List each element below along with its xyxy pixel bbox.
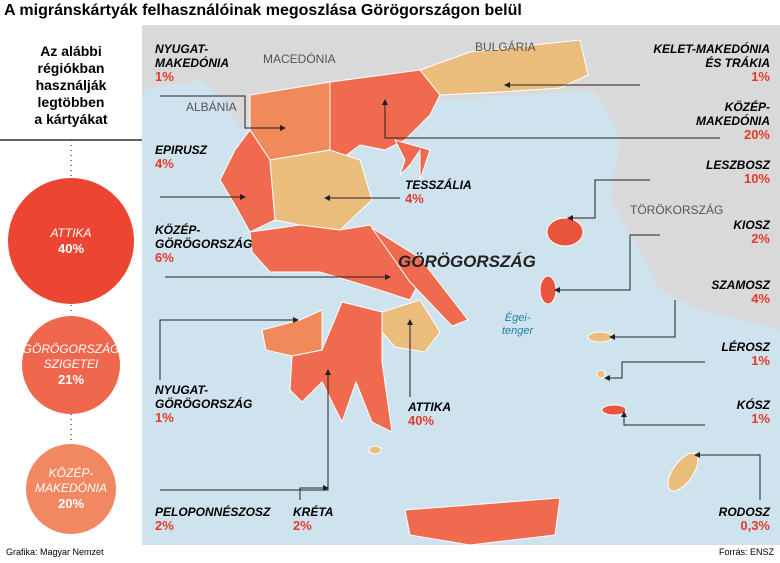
land <box>595 25 780 330</box>
region-value: 0,3% <box>740 518 770 533</box>
credit: Grafika: Magyar Nemzet <box>6 547 104 557</box>
region-value: 1% <box>751 69 770 84</box>
region-name: NYUGAT- GÖRÖGORSZÁG <box>155 383 253 411</box>
sea-label: Égei- tenger <box>502 312 534 337</box>
region-name: KÖZÉP- GÖRÖGORSZÁG <box>155 223 253 251</box>
region-name: KIOSZ <box>733 218 770 232</box>
region-label: RODOSZ 0,3% <box>719 505 770 533</box>
region-label: NYUGAT- GÖRÖGORSZÁG 1% <box>155 383 252 425</box>
region-label: KRÉTA 2% <box>293 505 333 533</box>
region-label: KIOSZ 2% <box>733 218 770 246</box>
circle-name: ATTIKA <box>50 225 92 240</box>
region-name: PELOPONNÉSZOSZ <box>155 505 271 519</box>
region-name: NYUGAT- MAKEDÓNIA <box>155 42 229 70</box>
region-label: LÉROSZ 1% <box>721 340 770 368</box>
region-name: KÖZÉP- MAKEDÓNIA <box>696 100 770 128</box>
circle-name: KÖZÉP- MAKEDÓNIA <box>34 466 107 495</box>
region-name: KRÉTA <box>293 505 334 519</box>
region-name: RODOSZ <box>718 505 770 519</box>
circle-name: GÖRÖGORSZÁG SZIGETEI <box>22 342 120 371</box>
region-label: SZAMOSZ 4% <box>711 278 770 306</box>
region-label: KÖZÉP- GÖRÖGORSZÁG 6% <box>155 223 252 265</box>
circle-value: 20% <box>57 496 85 511</box>
region-name: KELET-MAKEDÓNIA ÉS TRÁKIA <box>653 42 770 70</box>
country-label: ALBÁNIA <box>186 100 237 114</box>
country-label: TÖRÖKORSZÁG <box>630 203 724 217</box>
region-name: SZAMOSZ <box>711 278 770 292</box>
regions <box>219 39 699 546</box>
region-value: 2% <box>155 518 174 533</box>
sidebar-heading: Az alábbi régiókban használják legtöbben… <box>34 43 108 127</box>
top-circle: ATTIKA 40% <box>8 178 134 304</box>
region-label: NYUGAT- MAKEDÓNIA 1% <box>155 42 229 84</box>
country-label: GÖRÖGORSZÁG <box>398 252 536 271</box>
region-value: 1% <box>155 69 174 84</box>
circle-value: 40% <box>57 240 85 256</box>
region-name: EPIRUSZ <box>155 143 208 157</box>
title: A migránskártyák felhasználóinak megoszl… <box>4 2 522 19</box>
circle-value: 21% <box>57 372 85 387</box>
region-label: EPIRUSZ 4% <box>155 143 207 171</box>
region-value: 10% <box>743 171 770 186</box>
top-circle: GÖRÖGORSZÁG SZIGETEI 21% <box>22 316 120 414</box>
region-name: LESZBOSZ <box>705 158 770 172</box>
region-value: 1% <box>751 411 770 426</box>
region-value: 20% <box>743 127 770 142</box>
region-label: KÓSZ 1% <box>737 398 770 426</box>
region-label: LESZBOSZ 10% <box>706 158 770 186</box>
region-label: TESSZÁLIA 4% <box>405 178 472 206</box>
source: Forrás: ENSZ <box>718 547 774 557</box>
region-value: 2% <box>293 518 312 533</box>
region-value: 4% <box>751 291 770 306</box>
region-value: 1% <box>751 353 770 368</box>
top-circle: KÖZÉP- MAKEDÓNIA 20% <box>26 444 116 534</box>
country-label: BULGÁRIA <box>475 40 536 54</box>
region-name: KÓSZ <box>736 398 770 412</box>
region-label: KELET-MAKEDÓNIA ÉS TRÁKIA 1% <box>653 42 770 84</box>
region-name: ATTIKA <box>408 400 452 414</box>
region-label: ATTIKA 40% <box>408 400 451 428</box>
region-value: 1% <box>155 410 174 425</box>
region-label: KÖZÉP- MAKEDÓNIA 20% <box>696 100 770 142</box>
region-value: 40% <box>408 413 435 428</box>
sidebar: Az alábbi régiókban használják legtöbben… <box>0 25 142 545</box>
region-value: 4% <box>405 191 424 206</box>
leader-lines <box>159 82 761 500</box>
region-name: TESSZÁLIA <box>405 178 472 192</box>
region-name: LÉROSZ <box>721 340 770 354</box>
region-value: 4% <box>155 156 174 171</box>
region-label: PELOPONNÉSZOSZ 2% <box>155 505 270 533</box>
region-value: 6% <box>155 250 174 265</box>
country-label: MACEDÓNIA <box>263 52 336 66</box>
region-value: 2% <box>751 231 770 246</box>
